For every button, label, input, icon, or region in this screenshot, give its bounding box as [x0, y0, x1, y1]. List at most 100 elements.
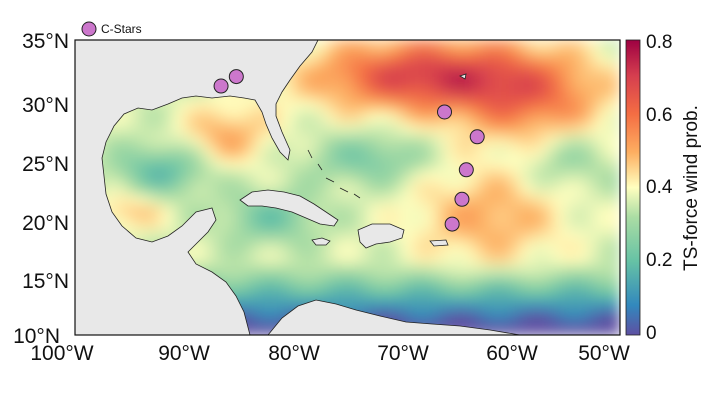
heat-cell	[434, 240, 447, 253]
heat-cell	[597, 192, 610, 206]
heat-cell	[608, 157, 620, 171]
land-cuba	[239, 189, 339, 227]
heat-cell	[303, 133, 316, 147]
heat-cell	[347, 169, 359, 183]
heat-cell	[314, 263, 327, 277]
heat-cell	[390, 192, 403, 206]
heat-cell	[608, 240, 620, 253]
heat-cell	[379, 122, 392, 135]
y-tick-label: 15°N	[22, 270, 69, 293]
heat-cell	[412, 110, 425, 124]
heat-cell	[456, 63, 468, 76]
heat-cell	[368, 299, 381, 312]
heat-cell	[488, 40, 501, 53]
heat-cell	[445, 204, 457, 218]
heat-cell	[423, 216, 436, 230]
heat-cell	[107, 181, 120, 194]
heat-cell	[499, 251, 512, 265]
heat-cell	[543, 145, 556, 159]
heat-cell	[336, 287, 348, 301]
heat-cell	[216, 133, 229, 147]
heat-cell	[434, 98, 447, 112]
heat-cell	[183, 122, 196, 135]
heat-cell	[194, 157, 207, 171]
heat-cell	[368, 63, 381, 76]
x-tick-label: 70°W	[377, 342, 429, 365]
heat-cell	[565, 275, 577, 289]
heat-cell	[270, 204, 283, 218]
heat-cell	[205, 240, 218, 253]
heat-cell	[336, 275, 348, 289]
heat-cell	[368, 240, 381, 253]
heat-cell	[586, 228, 599, 242]
heat-cell	[303, 86, 316, 100]
heat-cell	[586, 299, 599, 312]
heat-cell	[445, 263, 457, 277]
heat-cell	[488, 51, 501, 65]
heat-cell	[412, 240, 425, 253]
heat-cell	[554, 133, 566, 147]
heat-cell	[412, 181, 425, 194]
heat-cell	[325, 192, 338, 206]
heat-cell	[347, 240, 359, 253]
heat-cell	[150, 110, 163, 124]
heat-cell	[314, 40, 327, 53]
heat-cell	[499, 322, 512, 335]
heat-cell	[303, 51, 316, 65]
heat-cell	[488, 133, 501, 147]
heat-cell	[259, 322, 272, 335]
heat-cell	[259, 228, 272, 242]
heat-cell	[488, 110, 501, 124]
heat-cell	[543, 51, 556, 65]
heat-cell	[466, 74, 479, 88]
heat-cell	[510, 204, 523, 218]
heat-cell	[118, 110, 130, 124]
heat-cell	[172, 98, 185, 112]
heat-cell	[597, 169, 610, 183]
heat-cell	[172, 204, 185, 218]
heat-cell	[216, 122, 229, 135]
heat-cell	[554, 157, 566, 171]
heat-cell	[423, 192, 436, 206]
heat-cell	[466, 122, 479, 135]
heat-cell	[456, 251, 468, 265]
heat-cell	[227, 251, 239, 265]
heat-cell	[412, 157, 425, 171]
heat-cell	[368, 192, 381, 206]
heat-cell	[532, 181, 545, 194]
heat-cell	[586, 169, 599, 183]
heat-cell	[379, 110, 392, 124]
heat-cell	[161, 157, 174, 171]
heat-cell	[412, 287, 425, 301]
x-tick-label: 80°W	[268, 342, 320, 365]
heat-cell	[510, 98, 523, 112]
heat-cell	[434, 181, 447, 194]
heat-cell	[368, 74, 381, 88]
heat-cell	[183, 169, 196, 183]
heat-cell	[401, 98, 414, 112]
heat-cell	[434, 192, 447, 206]
heat-cell	[575, 204, 588, 218]
y-tick-label: 25°N	[22, 153, 69, 176]
heat-cell	[510, 51, 523, 65]
heat-cell	[150, 228, 163, 242]
legend: C-Stars	[81, 21, 142, 37]
heat-cell	[325, 228, 338, 242]
heat-cell	[554, 51, 566, 65]
heat-cell	[586, 51, 599, 65]
heat-cell	[575, 122, 588, 135]
heat-cell	[303, 216, 316, 230]
heat-cell	[379, 133, 392, 147]
heat-cell	[314, 122, 327, 135]
heat-cell	[586, 110, 599, 124]
heat-cell	[336, 216, 348, 230]
heat-cell	[107, 192, 120, 206]
heat-cell	[423, 169, 436, 183]
heat-cell	[379, 145, 392, 159]
heat-cell	[336, 181, 348, 194]
heat-cell	[161, 192, 174, 206]
heat-cell	[423, 40, 436, 53]
heat-cell	[227, 110, 239, 124]
heat-cell	[510, 263, 523, 277]
